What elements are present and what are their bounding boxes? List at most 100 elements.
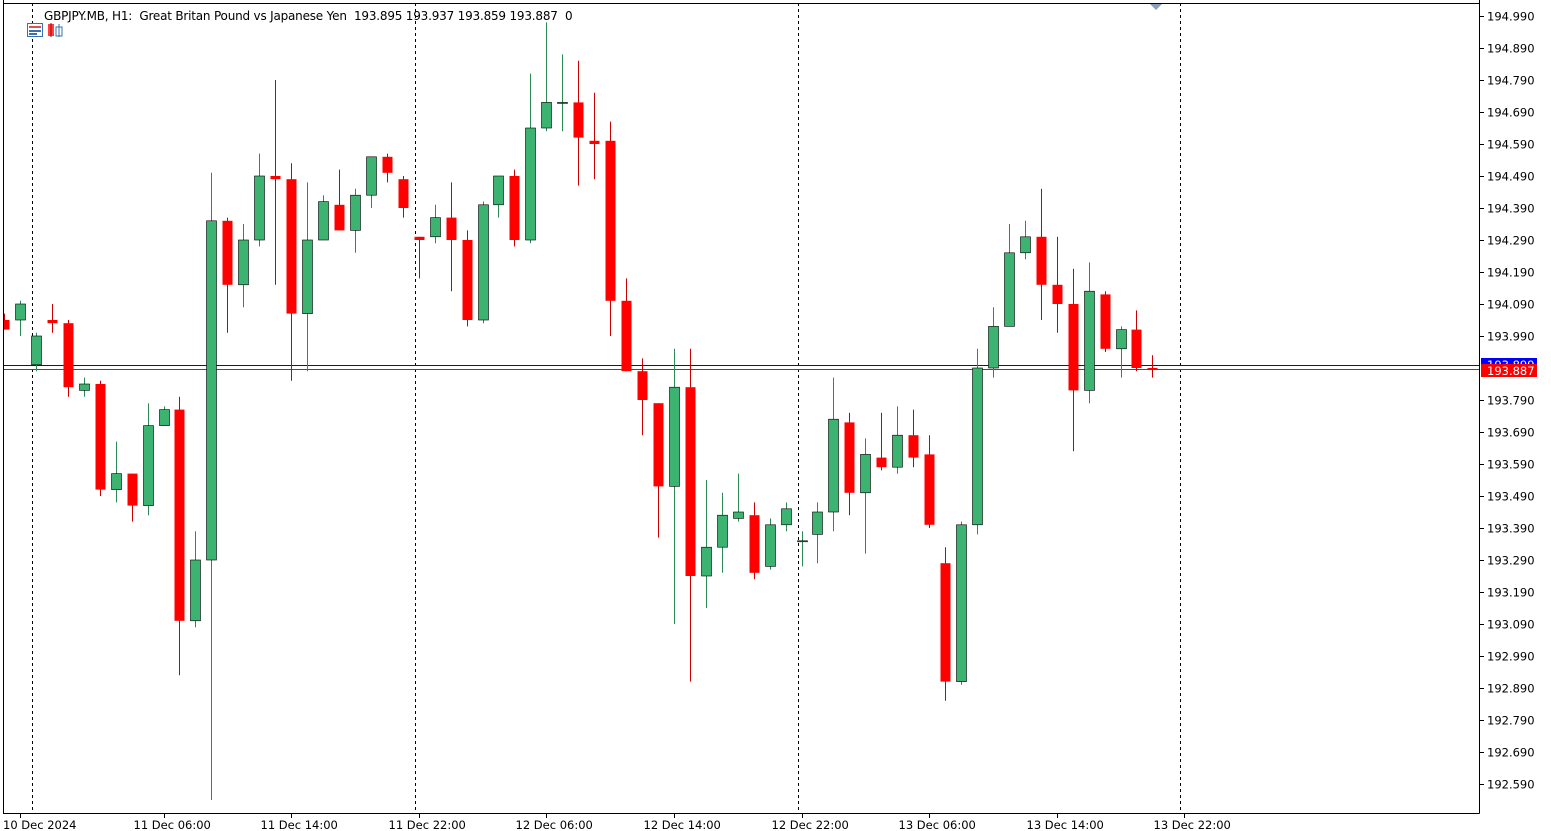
bull-candle bbox=[111, 441, 122, 503]
bear-candle bbox=[1068, 268, 1079, 452]
bear-candle bbox=[908, 409, 919, 468]
bear-candle bbox=[127, 473, 138, 522]
candle-body bbox=[3, 320, 10, 330]
bull-candle bbox=[254, 153, 265, 247]
price-tick-label: 192.790 bbox=[1487, 714, 1535, 728]
candle-body bbox=[1100, 294, 1111, 349]
price-tick-label: 193.790 bbox=[1487, 394, 1535, 408]
price-tick-label: 194.890 bbox=[1487, 42, 1535, 56]
candle-body bbox=[1068, 304, 1079, 391]
bear-candle bbox=[1052, 236, 1063, 333]
price-tick-label: 194.790 bbox=[1487, 74, 1535, 88]
bear-candle bbox=[940, 547, 951, 701]
bull-candle bbox=[478, 201, 489, 324]
candle-body bbox=[493, 175, 504, 206]
candle-body bbox=[876, 457, 887, 468]
price-tick-label: 194.990 bbox=[1487, 10, 1535, 24]
candle-body bbox=[270, 176, 281, 180]
candle-body bbox=[669, 386, 680, 487]
candle-body bbox=[573, 102, 584, 138]
time-tick-label: 13 Dec 22:00 bbox=[1154, 818, 1231, 831]
chart-type-icon[interactable] bbox=[24, 9, 63, 37]
candle-body bbox=[430, 217, 441, 238]
bear-candle bbox=[222, 217, 233, 333]
candle-body bbox=[1131, 329, 1142, 368]
bull-candle bbox=[1004, 224, 1015, 327]
bull-candle bbox=[159, 406, 170, 426]
time-tick-label: 11 Dec 06:00 bbox=[134, 818, 211, 831]
candle-body bbox=[621, 300, 632, 372]
bear-candle bbox=[605, 121, 616, 336]
bear-candle bbox=[1036, 188, 1047, 320]
symbol-label: GBPJPY.MB, H1: bbox=[44, 9, 133, 23]
ohlc-values: 193.895 193.937 193.859 193.887 bbox=[353, 9, 558, 23]
bear-candle bbox=[1100, 291, 1111, 352]
candle-body bbox=[812, 511, 823, 535]
price-tick-label: 192.690 bbox=[1487, 746, 1535, 760]
price-tick-label: 194.490 bbox=[1487, 170, 1535, 184]
candle-body bbox=[206, 220, 217, 561]
bull-candle bbox=[812, 502, 823, 564]
bear-candle bbox=[95, 380, 106, 496]
bear-candle bbox=[446, 182, 457, 292]
price-tick-label: 193.390 bbox=[1487, 522, 1535, 536]
time-tick-label: 12 Dec 22:00 bbox=[772, 818, 849, 831]
time-tick-label: 11 Dec 22:00 bbox=[389, 818, 466, 831]
bear-candle bbox=[573, 60, 584, 186]
bid-tag-label: 193.887 bbox=[1487, 364, 1535, 378]
price-tick-label: 192.890 bbox=[1487, 682, 1535, 696]
window-menu-icon[interactable] bbox=[4, 9, 43, 37]
volume-value: 0 bbox=[564, 9, 573, 23]
candle-body bbox=[1084, 290, 1095, 391]
candle-body bbox=[286, 179, 297, 314]
time-tick-label: 12 Dec 06:00 bbox=[516, 818, 593, 831]
candle-body bbox=[1116, 329, 1127, 350]
bull-candle bbox=[1020, 220, 1031, 260]
candle-body bbox=[701, 546, 712, 577]
candle-body bbox=[398, 179, 409, 208]
bear-candle bbox=[1131, 310, 1142, 372]
candle-body bbox=[302, 239, 313, 314]
bull-candle bbox=[701, 480, 712, 608]
candle-body bbox=[31, 335, 42, 366]
bear-candle bbox=[174, 396, 185, 676]
candle-body bbox=[143, 425, 154, 506]
shift-marker-icon[interactable] bbox=[1150, 4, 1162, 10]
price-lines bbox=[3, 365, 1479, 370]
bull-candle bbox=[206, 172, 217, 800]
candle-body bbox=[1020, 236, 1031, 254]
candle-body bbox=[95, 384, 106, 490]
candle-body bbox=[1052, 284, 1063, 304]
bear-candle bbox=[509, 169, 520, 247]
bull-candle bbox=[733, 473, 744, 522]
price-tags: 193.899193.887 bbox=[1481, 358, 1537, 378]
candle-body bbox=[940, 563, 951, 682]
bull-candle bbox=[366, 156, 377, 208]
candle-body bbox=[63, 323, 74, 388]
candle-body bbox=[446, 217, 457, 240]
price-tick-label: 194.390 bbox=[1487, 202, 1535, 216]
time-tick-label: 13 Dec 06:00 bbox=[899, 818, 976, 831]
bull-candle bbox=[493, 175, 504, 218]
bull-candle bbox=[15, 300, 26, 336]
candle-body bbox=[733, 511, 744, 519]
candle-body bbox=[717, 514, 728, 548]
candle-body bbox=[174, 409, 185, 621]
candle-body bbox=[972, 367, 983, 526]
candle-body bbox=[382, 156, 393, 173]
bull-candle bbox=[1116, 326, 1127, 378]
bear-candle bbox=[382, 153, 393, 183]
candle-body bbox=[414, 236, 425, 240]
candle-body bbox=[366, 156, 377, 196]
candle-body bbox=[892, 434, 903, 468]
candle-body bbox=[190, 559, 201, 622]
bull-candle bbox=[143, 403, 154, 516]
price-tick-label: 194.290 bbox=[1487, 234, 1535, 248]
candle-body bbox=[334, 204, 345, 231]
candle-body bbox=[605, 140, 616, 301]
bull-candle bbox=[956, 521, 967, 685]
bull-candle bbox=[318, 195, 329, 241]
